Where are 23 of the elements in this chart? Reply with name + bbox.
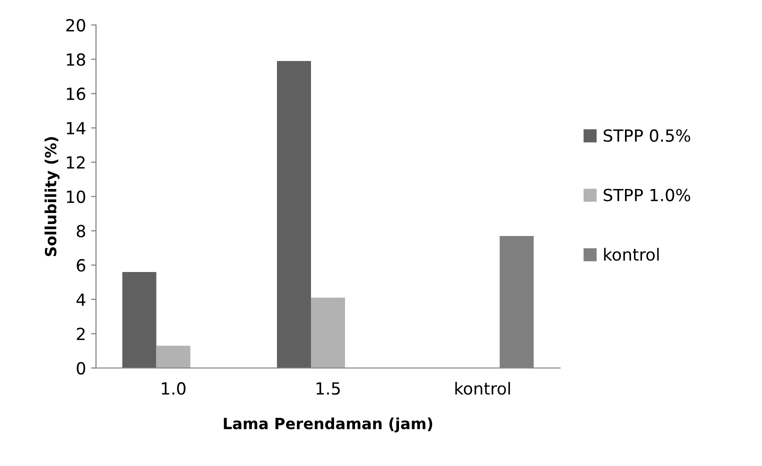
y-tick-label: 0 (76, 362, 86, 375)
bar (310, 298, 346, 368)
bar (156, 346, 190, 368)
y-tick-label: 6 (76, 259, 86, 272)
legend-label: STPP 1.0% (604, 188, 690, 202)
bar (122, 272, 156, 368)
y-tick-label: 14 (66, 122, 86, 134)
y-tick-label: 4 (76, 294, 86, 306)
y-tick-label: 2 (76, 328, 85, 340)
x-tick-label: 1.0 (162, 382, 186, 395)
y-tick-label: 16 (66, 88, 86, 100)
x-tick-label: 1.5 (316, 382, 340, 395)
y-tick-label: 10 (66, 190, 86, 204)
x-axis-title: Lama Perendaman (jam) (224, 417, 432, 432)
legend-label: STPP 0.5% (604, 129, 690, 142)
bar (276, 61, 311, 368)
y-tick-label: 20 (66, 18, 86, 32)
legend-label: kontrol (604, 248, 659, 261)
y-axis-title: Sollubility (%) (44, 137, 60, 256)
y-tick-label: 8 (76, 224, 86, 238)
y-tick-label: 18 (66, 53, 86, 66)
x-tick-label: kontrol (455, 382, 510, 395)
y-tick-label: 12 (66, 156, 85, 169)
